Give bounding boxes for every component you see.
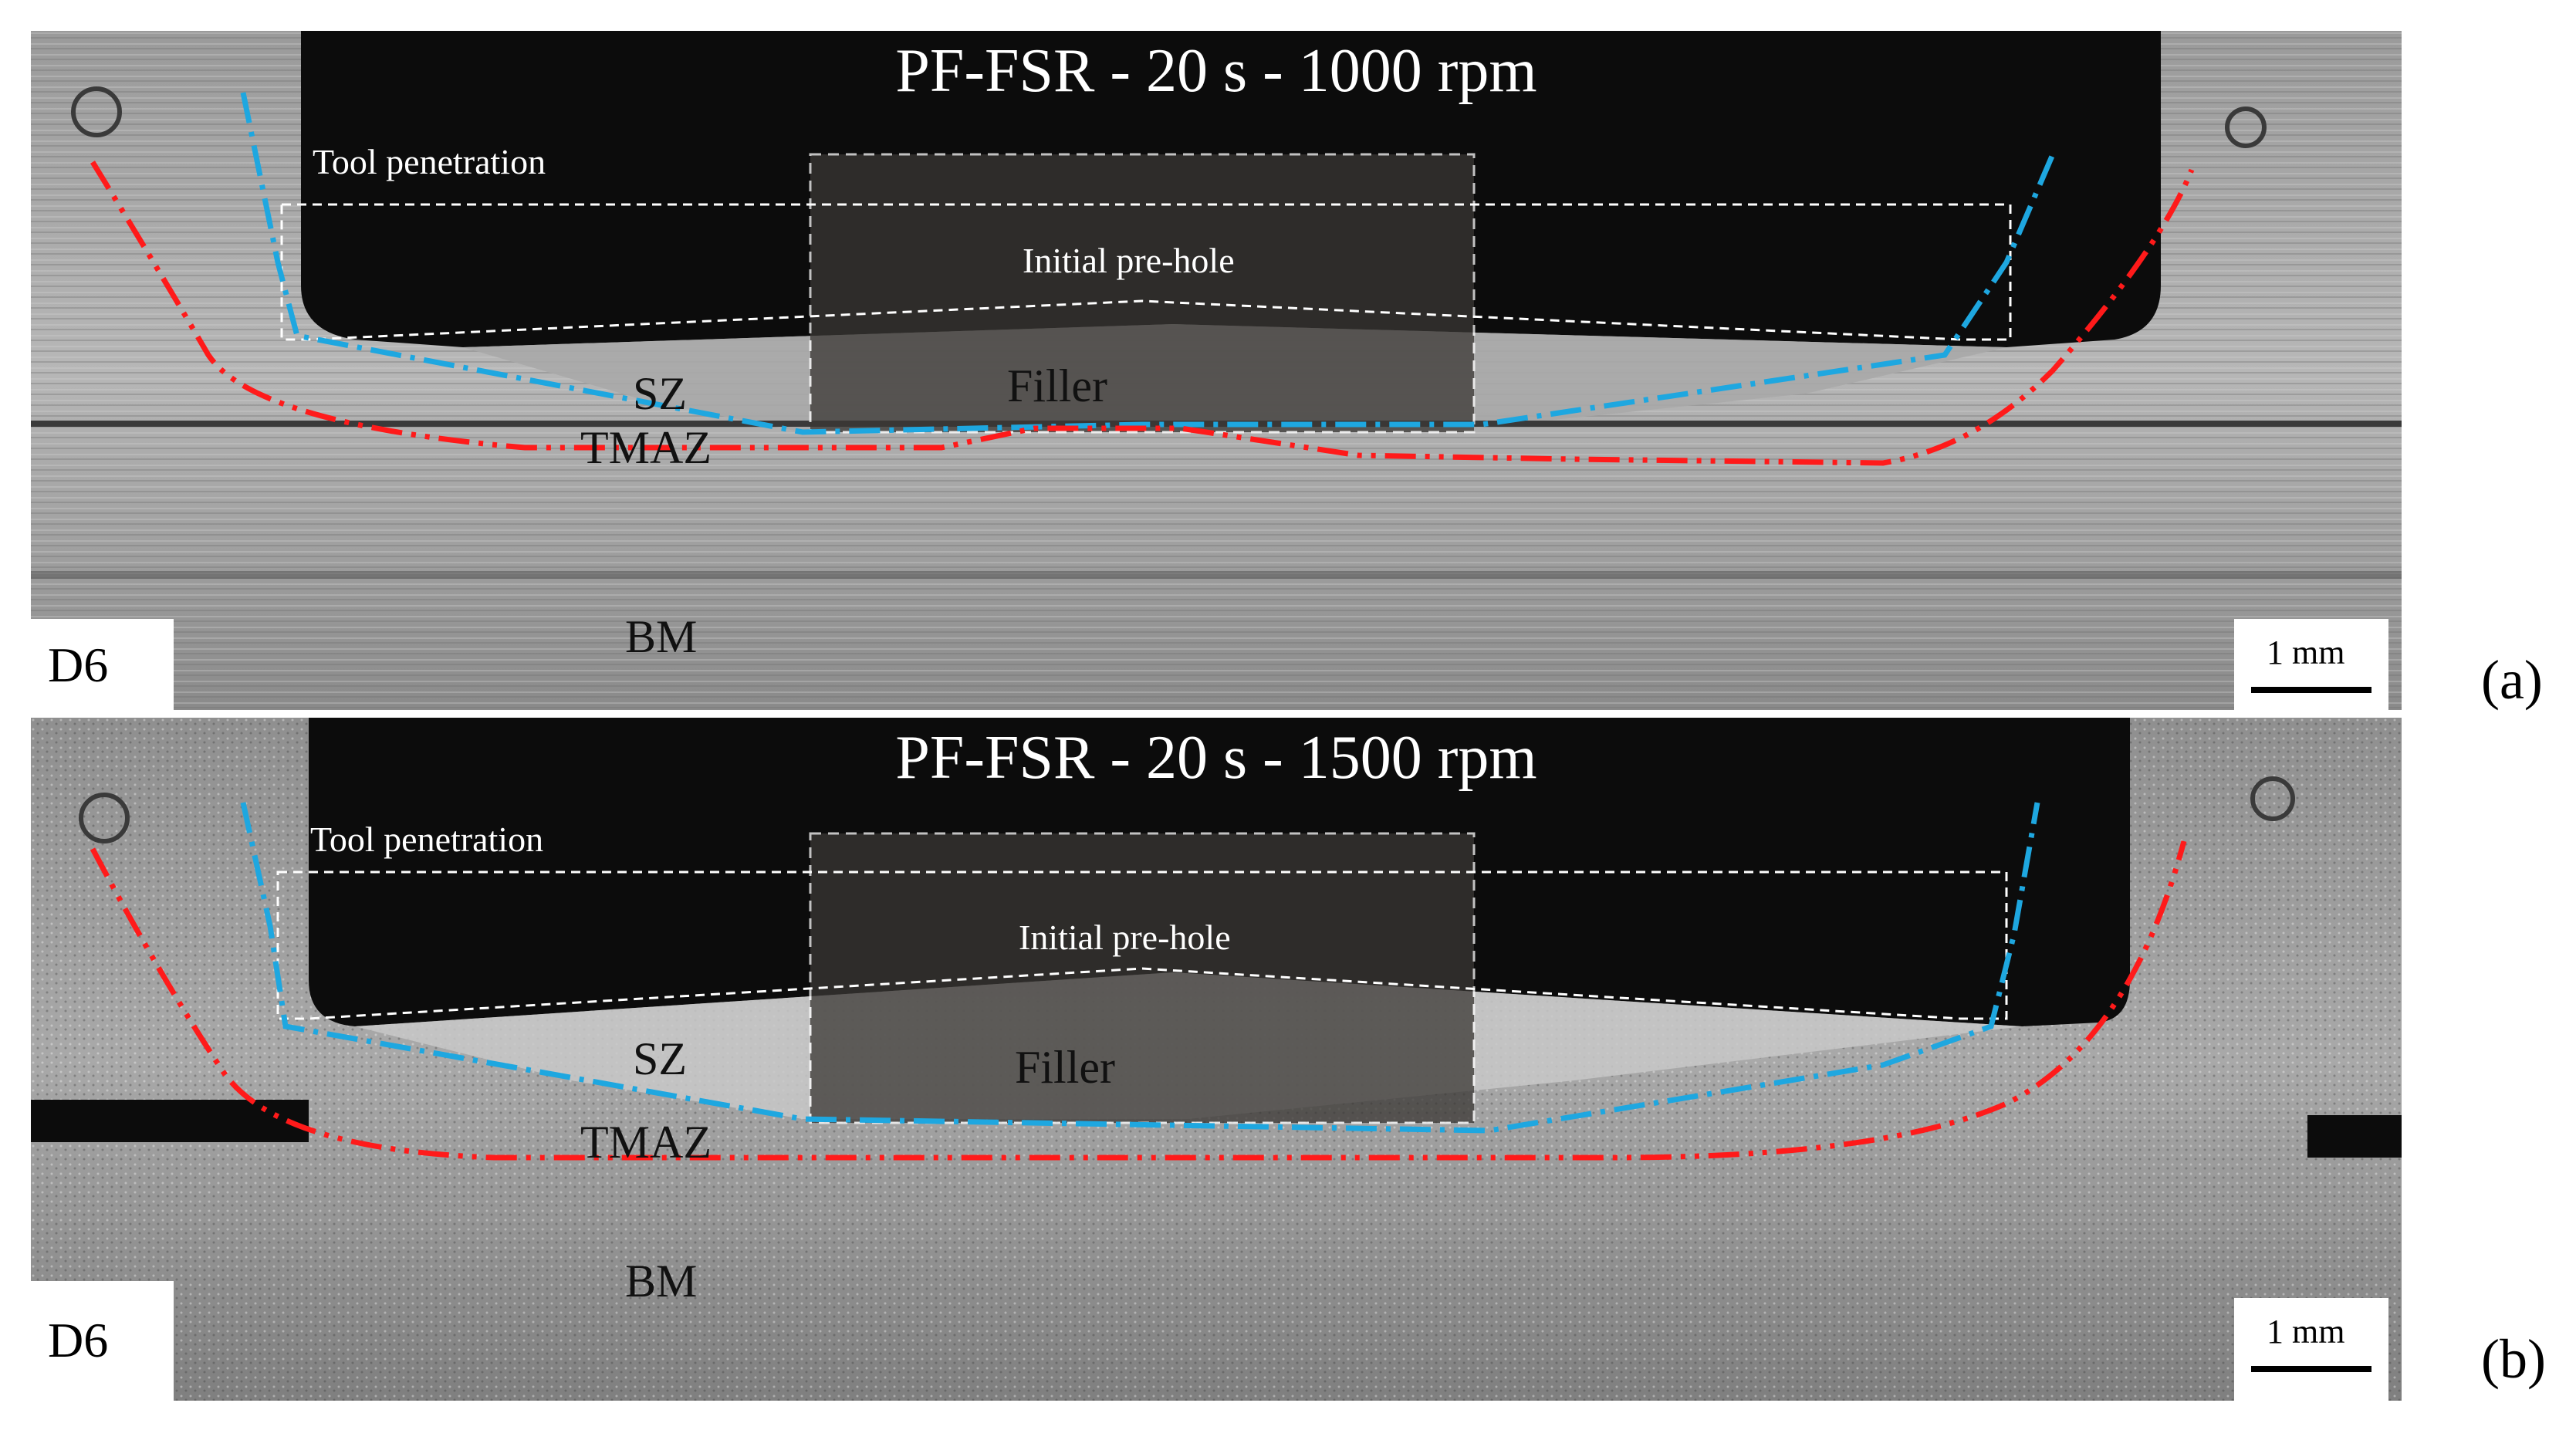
specimen-id-box-b: D6 (31, 1281, 174, 1401)
tmaz-boundary-b (90, 840, 2187, 1161)
panel-b-title: PF-FSR - 20 s - 1500 rpm (895, 724, 1537, 792)
micrograph-a-graphic (31, 31, 2402, 710)
bm-label-a: BM (625, 611, 698, 662)
pre-hole-outline-a (809, 153, 1476, 434)
specimen-id-b: D6 (48, 1313, 109, 1367)
filler-label-b: Filler (1015, 1042, 1115, 1093)
scale-text-a: 1 mm (2267, 634, 2345, 671)
pre-hole-outline-b (809, 832, 1476, 1124)
micrograph-panel-b: PF-FSR - 20 s - 1500 rpm Tool penetratio… (31, 718, 2402, 1401)
pre-hole-label-b: Initial pre-hole (1019, 918, 1231, 957)
specimen-id-a: D6 (48, 637, 109, 692)
pre-hole-label-a: Initial pre-hole (1023, 241, 1235, 280)
bm-label-b: BM (625, 1256, 698, 1307)
hook-swirl-right-b (2250, 776, 2295, 821)
specimen-id-box-a: D6 (31, 619, 174, 710)
sz-boundary-a (240, 92, 2056, 435)
scale-bar-b (2251, 1366, 2371, 1372)
hook-swirl-left-a (71, 86, 122, 137)
tmaz-label-b: TMAZ (580, 1117, 712, 1168)
scale-bar-a (2251, 687, 2371, 693)
sz-label-b: SZ (633, 1033, 688, 1084)
micrograph-panel-a: PF-FSR - 20 s - 1000 rpm Tool penetratio… (31, 31, 2402, 710)
tool-outline-a (280, 203, 2012, 341)
sz-label-a: SZ (633, 368, 688, 419)
tmaz-label-a: TMAZ (580, 422, 712, 473)
tmaz-boundary-a (90, 161, 2195, 466)
sz-boundary-b (240, 802, 2040, 1134)
panel-label-a: (a) (2481, 649, 2543, 711)
scale-box-a: 1 mm (2234, 619, 2388, 710)
hook-swirl-right-a (2225, 106, 2267, 148)
micrograph-b-graphic (31, 718, 2402, 1401)
hook-swirl-left-b (79, 793, 130, 843)
panel-a-title: PF-FSR - 20 s - 1000 rpm (895, 37, 1537, 105)
scale-box-b: 1 mm (2234, 1298, 2388, 1401)
tool-penetration-label-b: Tool penetration (310, 820, 544, 859)
scale-text-b: 1 mm (2267, 1313, 2345, 1351)
panel-label-b: (b) (2481, 1328, 2546, 1390)
tool-penetration-label-a: Tool penetration (313, 142, 546, 181)
filler-label-a: Filler (1007, 360, 1107, 411)
